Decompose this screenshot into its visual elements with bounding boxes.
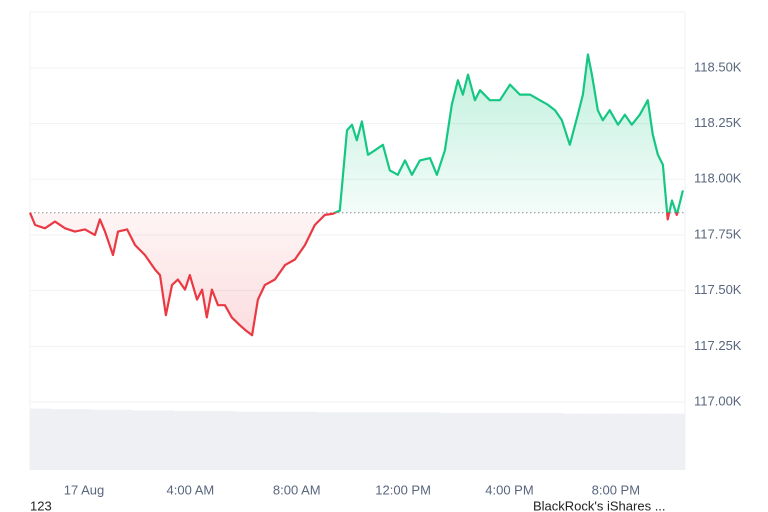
volume-bar: [377, 412, 399, 470]
volume-bar: [275, 411, 297, 470]
y-tick-label: 117.75K: [694, 226, 742, 241]
x-tick-label: 8:00 AM: [273, 482, 321, 497]
volume-bar: [316, 412, 338, 470]
volume-bar: [541, 413, 563, 470]
x-tick-label: 4:00 AM: [167, 482, 215, 497]
volume-bar: [296, 411, 318, 470]
volume-bar: [152, 410, 174, 470]
volume-bar: [521, 413, 543, 470]
y-tick-label: 117.00K: [694, 393, 742, 408]
y-tick-label: 118.25K: [694, 115, 742, 130]
price-line: [28, 53, 684, 337]
volume-bar: [357, 412, 379, 470]
volume-bar: [398, 412, 420, 470]
volume-bar: [664, 413, 686, 470]
volume-bar: [644, 413, 666, 470]
volume-bar: [459, 413, 481, 470]
volume-bar: [500, 413, 522, 470]
x-tick-label: 17 Aug: [64, 482, 105, 497]
volume-bar: [70, 409, 92, 470]
volume: [30, 408, 686, 470]
y-tick-label: 117.25K: [694, 338, 742, 353]
x-tick-label: 4:00 PM: [485, 482, 533, 497]
area: [30, 54, 683, 336]
y-tick-label: 118.00K: [694, 171, 742, 186]
volume-bar: [111, 409, 133, 470]
volume-bar: [562, 413, 584, 470]
volume-bar: [439, 413, 461, 470]
annotation: BlackRock's iShares ...: [533, 498, 666, 512]
volume-bar: [623, 413, 645, 470]
volume-bar: [582, 413, 604, 470]
volume-bar: [214, 411, 236, 470]
annotation: 123: [30, 498, 52, 512]
y-tick-label: 117.50K: [694, 282, 742, 297]
x-tick-label: 8:00 PM: [592, 482, 640, 497]
volume-bar: [234, 411, 256, 470]
volume-bar: [255, 411, 277, 470]
volume-bar: [173, 411, 195, 470]
volume-bar: [337, 412, 358, 470]
plot: [28, 53, 685, 337]
volume-bar: [603, 413, 625, 470]
volume-bar: [193, 411, 215, 470]
volume-bar: [480, 413, 502, 470]
volume-bar: [132, 410, 154, 470]
y-tick-label: 118.50K: [694, 59, 742, 74]
volume-bar: [50, 409, 72, 470]
x-tick-label: 12:00 PM: [375, 482, 431, 497]
volume-bar: [30, 408, 51, 470]
volume-bar: [91, 409, 113, 470]
volume-bar: [418, 412, 440, 470]
